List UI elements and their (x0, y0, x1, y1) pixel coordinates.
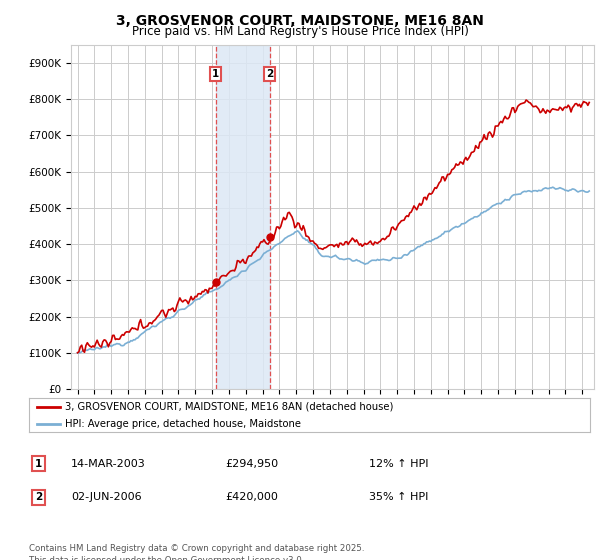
Text: 14-MAR-2003: 14-MAR-2003 (71, 459, 146, 469)
Text: 35% ↑ HPI: 35% ↑ HPI (369, 492, 428, 502)
Text: £420,000: £420,000 (225, 492, 278, 502)
Text: Contains HM Land Registry data © Crown copyright and database right 2025.
This d: Contains HM Land Registry data © Crown c… (29, 544, 364, 560)
Text: £294,950: £294,950 (225, 459, 278, 469)
Text: 1: 1 (212, 69, 219, 79)
Text: 02-JUN-2006: 02-JUN-2006 (71, 492, 142, 502)
Text: 12% ↑ HPI: 12% ↑ HPI (369, 459, 428, 469)
Text: HPI: Average price, detached house, Maidstone: HPI: Average price, detached house, Maid… (65, 419, 301, 428)
Text: 3, GROSVENOR COURT, MAIDSTONE, ME16 8AN (detached house): 3, GROSVENOR COURT, MAIDSTONE, ME16 8AN … (65, 402, 394, 412)
Text: Price paid vs. HM Land Registry's House Price Index (HPI): Price paid vs. HM Land Registry's House … (131, 25, 469, 38)
Text: 2: 2 (266, 69, 273, 79)
Text: 3, GROSVENOR COURT, MAIDSTONE, ME16 8AN: 3, GROSVENOR COURT, MAIDSTONE, ME16 8AN (116, 14, 484, 28)
Text: 2: 2 (35, 492, 42, 502)
Text: 1: 1 (35, 459, 42, 469)
Bar (215, 45, 269, 389)
